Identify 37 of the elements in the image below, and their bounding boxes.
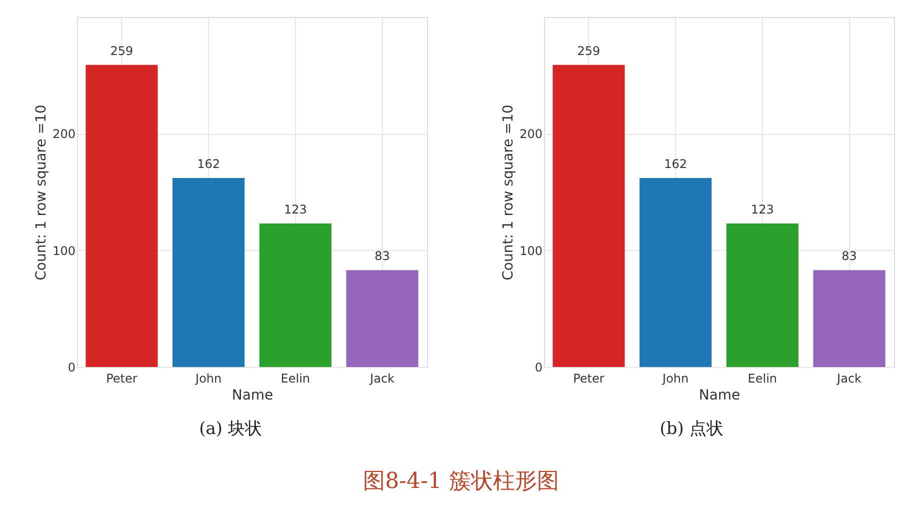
data-label: 83 (842, 249, 857, 264)
bar (346, 270, 418, 367)
bar (172, 178, 245, 367)
y-tick-label: 200 (52, 127, 76, 142)
data-label: 259 (110, 44, 134, 58)
bar (813, 270, 886, 367)
x-tick-label: Eelin (748, 372, 778, 386)
bar (726, 224, 798, 367)
x-tick-label: Peter (573, 372, 604, 386)
x-tick-label: John (662, 372, 689, 386)
y-tick-label: 100 (52, 244, 76, 258)
data-label: 259 (577, 44, 600, 58)
x-axis-title: Name (232, 388, 274, 404)
x-axis-title: Name (698, 388, 740, 404)
bar (86, 64, 158, 367)
y-tick-label: 0 (534, 360, 542, 374)
text: (a) 块状 (198, 418, 263, 440)
bar (640, 178, 712, 367)
text: (b) 点状 (658, 418, 724, 440)
x-tick-label: Peter (106, 372, 138, 386)
caption: 图8-4-1 簇状柱形图 (362, 468, 560, 496)
data-label: 123 (284, 202, 307, 216)
y-tick-label: 200 (520, 127, 542, 142)
y-axis-title: Count: 1 row square =10 (500, 104, 517, 280)
x-tick-label: John (194, 372, 222, 386)
data-label: 83 (374, 249, 390, 264)
y-tick-label: 100 (520, 244, 542, 258)
data-label: 162 (664, 157, 688, 171)
x-tick-label: Jack (369, 372, 395, 386)
bar (552, 64, 625, 367)
bar (259, 224, 332, 367)
x-tick-label: Eelin (280, 372, 310, 386)
data-label: 162 (197, 157, 220, 171)
x-tick-label: Jack (836, 372, 862, 386)
y-axis-title: Count: 1 row square =10 (34, 104, 50, 280)
data-label: 123 (750, 202, 774, 216)
y-tick-label: 0 (68, 360, 76, 374)
